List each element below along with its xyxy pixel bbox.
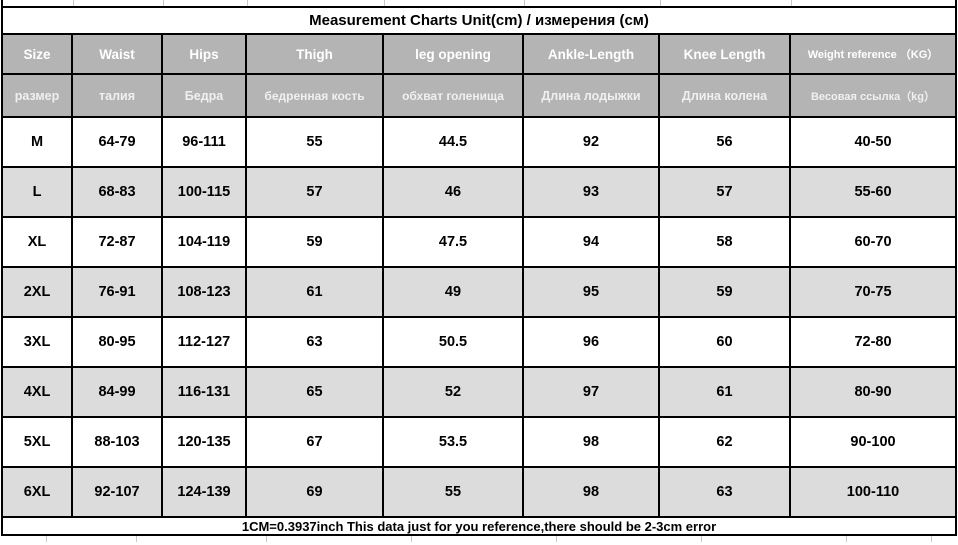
measurement-cell: 60: [658, 316, 791, 368]
column-header-ru-0: размер: [1, 73, 73, 118]
column-header-en-0: Size: [1, 33, 73, 75]
size-label-cell: L: [1, 166, 73, 218]
measurement-cell: 44.5: [382, 116, 524, 168]
column-header-ru-6: Длина колена: [658, 73, 791, 118]
measurement-cell: 64-79: [71, 116, 163, 168]
column-header-ru-4: обхват голенища: [382, 73, 524, 118]
measurement-cell: 80-90: [788, 366, 958, 418]
column-header-en-7: Weight reference （KG）: [788, 33, 958, 75]
footer-row: 1CM=0.3937inch This data just for you re…: [0, 516, 958, 536]
size-table-body: M 64-79 96-111 55 44.5 92 56 40-50 L 68-83 100-115…: [1, 116, 958, 518]
measurement-cell: 61: [658, 366, 791, 418]
measurement-cell: 57: [245, 166, 384, 218]
column-header-en-4: leg opening: [382, 33, 524, 75]
measurement-cell: 55: [245, 116, 384, 168]
measurement-cell: 59: [658, 266, 791, 318]
measurement-cell: 60-70: [788, 216, 958, 268]
chart-title: Measurement Charts Unit(cm) / измерения …: [0, 6, 958, 35]
grid-sliver-bottom: [1, 536, 957, 542]
size-label-cell: 2XL: [1, 266, 73, 318]
size-label-cell: 4XL: [1, 366, 73, 418]
measurement-cell: 58: [658, 216, 791, 268]
measurement-cell: 61: [245, 266, 384, 318]
measurement-cell: 108-123: [161, 266, 247, 318]
measurement-cell: 88-103: [71, 416, 163, 468]
measurement-cell: 55: [382, 466, 524, 518]
measurement-cell: 57: [658, 166, 791, 218]
measurement-cell: 53.5: [382, 416, 524, 468]
measurement-cell: 67: [245, 416, 384, 468]
table-row-3XL: 3XL 80-95 112-127 63 50.5 96 60 72-80: [1, 316, 958, 368]
measurement-cell: 94: [522, 216, 660, 268]
measurement-cell: 90-100: [788, 416, 958, 468]
table-row-6XL: 6XL 92-107 124-139 69 55 98 63 100-110: [1, 466, 958, 518]
table-row-2XL: 2XL 76-91 108-123 61 49 95 59 70-75: [1, 266, 958, 318]
measurement-cell: 69: [245, 466, 384, 518]
measurement-cell: 50.5: [382, 316, 524, 368]
size-label-cell: 3XL: [1, 316, 73, 368]
measurement-cell: 95: [522, 266, 660, 318]
measurement-cell: 76-91: [71, 266, 163, 318]
header-row-ru: размер талия Бедра бедренная кость обхват го…: [1, 73, 958, 118]
measurement-cell: 96-111: [161, 116, 247, 168]
measurement-cell: 72-80: [788, 316, 958, 368]
size-label-cell: 6XL: [1, 466, 73, 518]
column-header-en-6: Knee Length: [658, 33, 791, 75]
table-row-L: L 68-83 100-115 57 46 93 57 55-60: [1, 166, 958, 218]
measurement-cell: 97: [522, 366, 660, 418]
column-header-ru-1: талия: [71, 73, 163, 118]
measurement-cell: 68-83: [71, 166, 163, 218]
measurement-cell: 70-75: [788, 266, 958, 318]
measurement-cell: 55-60: [788, 166, 958, 218]
measurement-cell: 62: [658, 416, 791, 468]
size-label-cell: XL: [1, 216, 73, 268]
column-header-en-1: Waist: [71, 33, 163, 75]
size-label-cell: 5XL: [1, 416, 73, 468]
column-header-en-5: Ankle-Length: [522, 33, 660, 75]
measurement-cell: 92-107: [71, 466, 163, 518]
column-header-ru-3: бедренная кость: [245, 73, 384, 118]
column-header-ru-7: Весовая ссылка（kg）: [788, 73, 958, 118]
measurement-cell: 98: [522, 466, 660, 518]
measurement-table: Measurement Charts Unit(cm) / измерения …: [0, 6, 958, 536]
measurement-cell: 124-139: [161, 466, 247, 518]
measurement-cell: 100-110: [788, 466, 958, 518]
measurement-cell: 116-131: [161, 366, 247, 418]
measurement-cell: 80-95: [71, 316, 163, 368]
measurement-cell: 100-115: [161, 166, 247, 218]
measurement-cell: 52: [382, 366, 524, 418]
header-row-en: Size Waist Hips Thigh leg opening Ankle-Lengt…: [1, 33, 958, 75]
measurement-cell: 120-135: [161, 416, 247, 468]
measurement-cell: 49: [382, 266, 524, 318]
measurement-cell: 56: [658, 116, 791, 168]
measurement-cell: 92: [522, 116, 660, 168]
table-row-M: M 64-79 96-111 55 44.5 92 56 40-50: [1, 116, 958, 168]
grid-sliver-top: [1, 0, 957, 6]
measurement-cell: 112-127: [161, 316, 247, 368]
table-row-XL: XL 72-87 104-119 59 47.5 94 58 60-70: [1, 216, 958, 268]
reference-note: 1CM=0.3937inch This data just for you re…: [0, 516, 958, 536]
size-label-cell: M: [1, 116, 73, 168]
table-row-4XL: 4XL 84-99 116-131 65 52 97 61 80-90: [1, 366, 958, 418]
measurement-cell: 72-87: [71, 216, 163, 268]
measurement-cell: 96: [522, 316, 660, 368]
title-row: Measurement Charts Unit(cm) / измерения …: [0, 6, 958, 35]
measurement-cell: 93: [522, 166, 660, 218]
measurement-cell: 63: [658, 466, 791, 518]
measurement-cell: 63: [245, 316, 384, 368]
measurement-cell: 98: [522, 416, 660, 468]
measurement-cell: 59: [245, 216, 384, 268]
measurement-cell: 104-119: [161, 216, 247, 268]
measurement-cell: 65: [245, 366, 384, 418]
measurement-cell: 46: [382, 166, 524, 218]
column-header-en-3: Thigh: [245, 33, 384, 75]
column-header-ru-5: Длина лодыжки: [522, 73, 660, 118]
measurement-cell: 84-99: [71, 366, 163, 418]
column-header-ru-2: Бедра: [161, 73, 247, 118]
table-row-5XL: 5XL 88-103 120-135 67 53.5 98 62 90-100: [1, 416, 958, 468]
measurement-cell: 47.5: [382, 216, 524, 268]
column-header-en-2: Hips: [161, 33, 247, 75]
measurement-cell: 40-50: [788, 116, 958, 168]
